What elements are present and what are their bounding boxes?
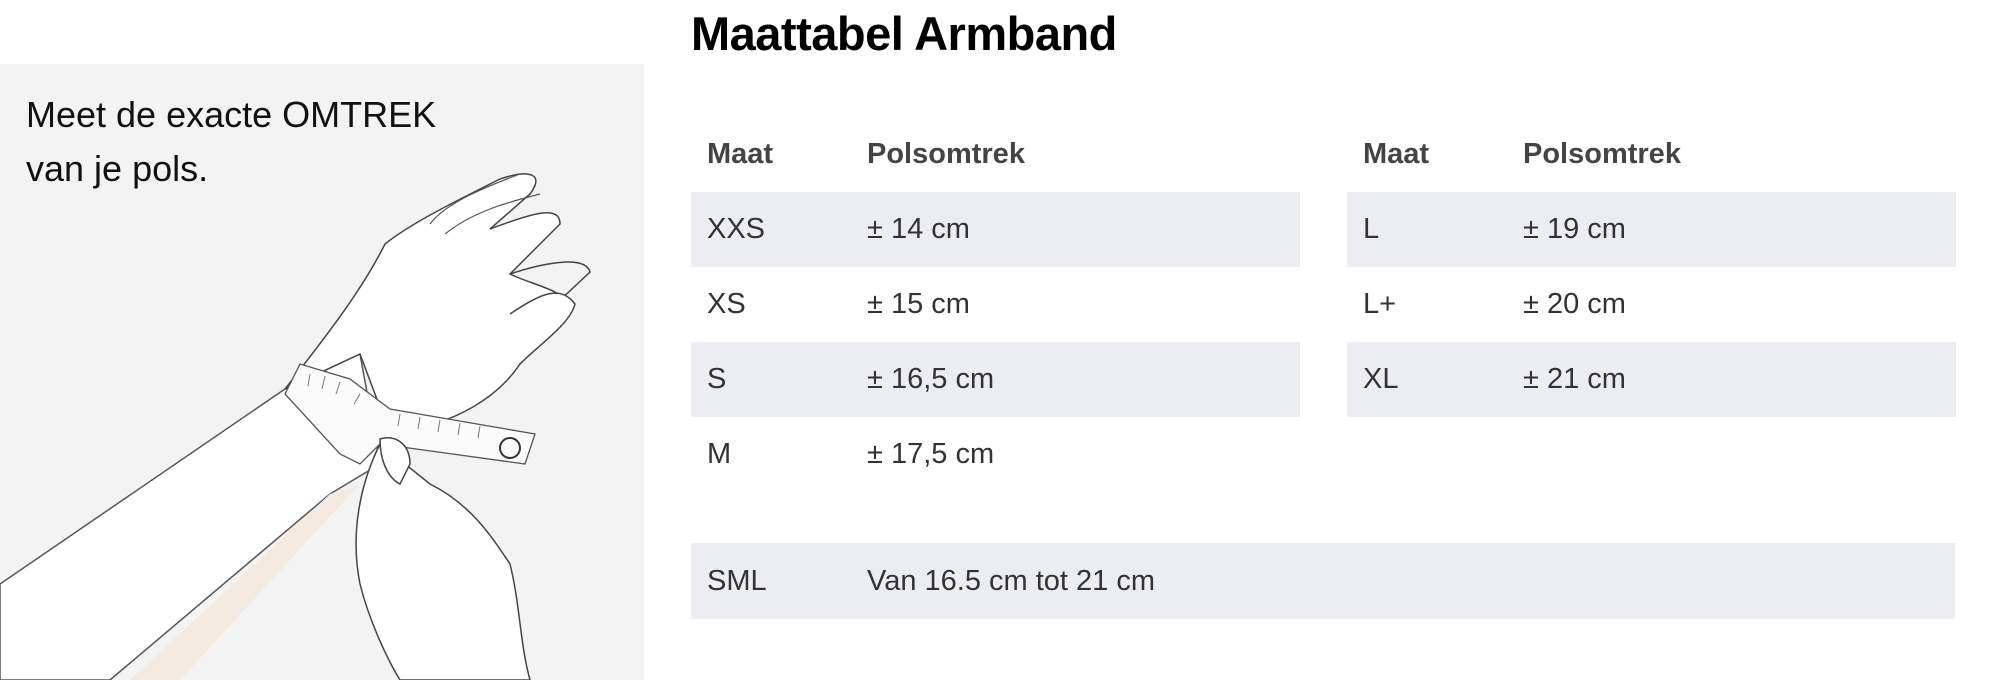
size-cell: XXS [707,213,766,245]
header-size: Maat [1363,138,1430,170]
circumference-cell: ± 21 cm [1523,363,1626,395]
table-row: XXS ± 14 cm [691,192,1300,267]
circumference-cell: ± 16,5 cm [867,363,995,395]
table-row: L+ ± 20 cm [1347,267,1956,342]
circumference-cell: ± 15 cm [867,288,970,320]
circumference-cell: Van 16.5 cm tot 21 cm [867,564,1155,597]
table-header: Maat Polsomtrek [1347,117,1956,192]
header-size: Maat [707,138,774,170]
wrist-measuring-illustration [0,173,591,680]
circumference-cell: ± 17,5 cm [867,438,995,470]
sml-row: SML Van 16.5 cm tot 21 cm [691,543,1955,619]
header-circumference: Polsomtrek [867,138,1025,170]
circumference-cell: ± 14 cm [867,213,970,245]
page-title: Maattabel Armband [691,7,1117,60]
size-table-right: Maat Polsomtrek L ± 19 cm L+ ± 20 cm XL … [1347,117,1956,417]
table-row: XS ± 15 cm [691,267,1300,342]
size-cell: S [707,363,727,395]
table-row: M ± 17,5 cm [691,417,1300,492]
measure-instruction-panel: Meet de exacte OMTREK van je pols. [0,64,644,680]
header-circumference: Polsomtrek [1523,138,1681,170]
instruction-line-2: van je pols. [26,148,209,189]
table-row: L ± 19 cm [1347,192,1956,267]
size-cell: L+ [1363,288,1397,320]
size-cell: XL [1363,363,1399,395]
table-row: S ± 16,5 cm [691,342,1300,417]
circumference-cell: ± 20 cm [1523,288,1626,320]
instruction-text: Meet de exacte OMTREK van je pols. [26,88,436,196]
table-header: Maat Polsomtrek [691,117,1300,192]
size-cell: L [1363,213,1380,245]
instruction-line-1: Meet de exacte OMTREK [26,94,437,135]
size-cell: M [707,438,732,470]
size-cell: XS [707,288,746,320]
table-row: XL ± 21 cm [1347,342,1956,417]
size-cell: SML [707,564,767,597]
size-table-left: Maat Polsomtrek XXS ± 14 cm XS ± 15 cm S… [691,117,1300,492]
circumference-cell: ± 19 cm [1523,213,1626,245]
